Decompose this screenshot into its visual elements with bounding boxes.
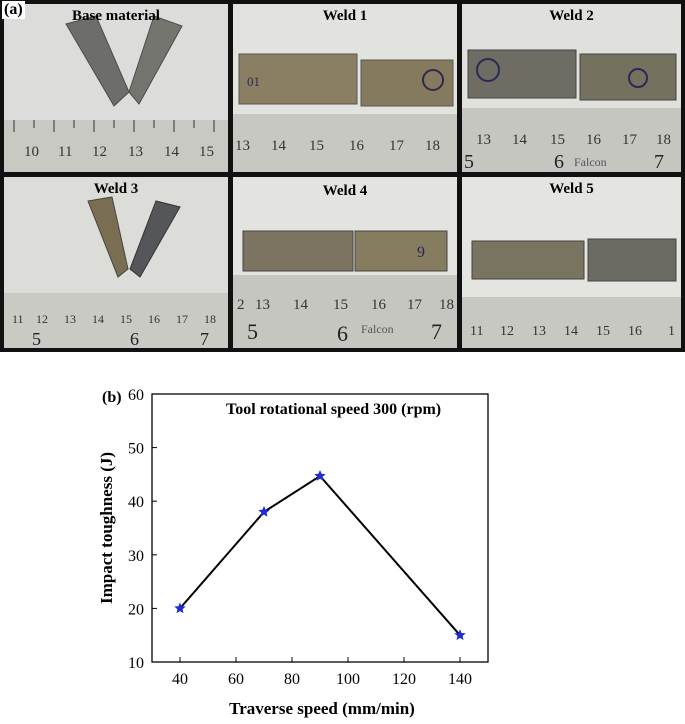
photo-title: Weld 4	[322, 183, 368, 199]
ruler-number: 12	[36, 312, 48, 326]
impact-toughness-chart: (b) 40 60 80 100 120 140 10 20 30 40 50 60 Tool rot…	[97, 387, 489, 718]
ruler-number: 16	[628, 324, 642, 339]
ruler-number: 7	[200, 329, 209, 348]
ruler-number: 7	[654, 151, 664, 172]
x-tick-label: 100	[336, 671, 360, 688]
y-tick-label: 30	[128, 548, 144, 565]
x-tick-label: 60	[228, 671, 244, 688]
ruler-number: 1	[668, 324, 675, 339]
panel-a-label: (a)	[2, 1, 25, 19]
ruler-number: 10	[24, 144, 39, 160]
photo-weld-2: 13 14 15 16 17 18 5 6 7 Falcon Weld 2	[462, 4, 681, 172]
chart-title: Tool rotational speed 300 (rpm)	[226, 401, 441, 418]
specimen-image: 01 13 14 15 16 17 18	[233, 4, 457, 172]
y-tick-label: 20	[128, 601, 144, 618]
ruler-number: 14	[512, 132, 528, 148]
ruler-number: 6	[337, 321, 348, 346]
ruler-number: 14	[271, 138, 287, 154]
ruler-number: 14	[92, 312, 104, 326]
photo-title: Weld 1	[322, 8, 368, 24]
ruler-number: 17	[176, 312, 188, 326]
ruler-number: 12	[92, 144, 107, 160]
specimen-image: 10 11 12 13 14 15	[4, 4, 228, 172]
specimen-mark: 9	[417, 244, 425, 261]
specimen-mark: 01	[247, 74, 260, 89]
ruler-number: 13	[532, 324, 546, 339]
ruler-number: 5	[32, 329, 41, 348]
photo-title: Weld 5	[549, 181, 594, 197]
specimen-image: 13 14 15 16 17 18 5 6 7 Falcon	[462, 4, 681, 172]
y-axis-label: Impact toughness (J)	[97, 452, 116, 604]
x-tick-label: 40	[172, 671, 188, 688]
ruler-number: 15	[199, 144, 214, 160]
ruler-number: 15	[550, 132, 565, 148]
ruler-number: 16	[371, 297, 387, 313]
x-tick-label: 80	[284, 671, 300, 688]
ruler-number: 16	[586, 132, 602, 148]
ruler-brand: Falcon	[361, 322, 394, 336]
x-tick-label: 140	[448, 671, 472, 688]
ruler-number: 5	[464, 151, 474, 172]
ruler-number: 11	[58, 144, 72, 160]
plot-frame	[151, 393, 489, 663]
photo-weld-5: 11 12 13 14 15 16 1 Weld 5	[462, 177, 681, 348]
ruler-number: 13	[255, 297, 270, 313]
photo-weld-1: 01 13 14 15 16 17 18 Weld 1	[233, 4, 457, 172]
photo-title: Base material	[72, 8, 160, 24]
ruler-number: 17	[407, 297, 423, 313]
ruler-number: 15	[309, 138, 324, 154]
ruler-number: 6	[554, 151, 564, 172]
ruler-number: 16	[349, 138, 365, 154]
data-point-star	[258, 505, 270, 517]
data-point-star	[174, 602, 186, 614]
ruler-number: 5	[247, 319, 258, 344]
series-line	[179, 474, 461, 636]
ruler-number: 14	[564, 324, 578, 339]
photo-weld-3: 11 12 13 14 15 16 17 18 5 6 7 Weld 3	[4, 177, 228, 348]
photo-base-material: 10 11 12 13 14 15 Base material	[4, 4, 228, 172]
ruler-number: 7	[431, 319, 442, 344]
data-point-star	[454, 629, 466, 641]
ruler-number: 13	[235, 138, 250, 154]
ruler-number: 14	[164, 144, 180, 160]
ruler-number: 13	[476, 132, 491, 148]
ruler-number: 15	[120, 312, 132, 326]
ruler-number: 2	[237, 297, 245, 313]
ruler-number: 13	[64, 312, 76, 326]
ruler-number: 17	[622, 132, 638, 148]
ruler-number: 18	[425, 138, 440, 154]
panel-a-photo-grid: 10 11 12 13 14 15 Base material 01 13 14…	[0, 0, 685, 352]
ruler-number: 12	[500, 324, 514, 339]
ruler-number: 6	[130, 329, 139, 348]
data-point-star	[314, 470, 326, 481]
photo-title: Weld 3	[93, 181, 139, 197]
x-axis-label: Traverse speed (mm/min)	[229, 699, 415, 718]
photo-weld-4: 9 2 13 14 15 16 17 18 5 6 7 Falcon Weld …	[233, 177, 457, 348]
ruler-number: 13	[128, 144, 143, 160]
y-tick-label: 60	[128, 387, 144, 404]
ruler-brand: Falcon	[574, 155, 607, 169]
ruler-number: 16	[148, 312, 160, 326]
x-tick-label: 120	[392, 671, 416, 688]
ruler-number: 14	[293, 297, 309, 313]
y-tick-label: 50	[128, 441, 144, 458]
ruler-number: 11	[470, 324, 483, 339]
ruler-number: 18	[656, 132, 671, 148]
ruler-number: 18	[204, 312, 216, 326]
photo-title: Weld 2	[549, 8, 594, 24]
y-tick-label: 10	[128, 655, 144, 672]
specimen-image: 9 2 13 14 15 16 17 18 5 6 7 Falcon	[233, 177, 457, 348]
ruler-number: 18	[439, 297, 454, 313]
panel-b-label: (b)	[102, 389, 122, 406]
ruler-number: 15	[333, 297, 348, 313]
specimen-image: 11 12 13 14 15 16 1	[462, 177, 681, 348]
y-tick-label: 40	[128, 494, 144, 511]
panel-b-chart: (b) 40 60 80 100 120 140 10 20 30 40 50 60 Tool rot…	[0, 352, 685, 719]
ruler-number: 11	[12, 312, 24, 326]
ruler-number: 15	[596, 324, 610, 339]
specimen-image: 11 12 13 14 15 16 17 18 5 6 7	[4, 177, 228, 348]
ruler-number: 17	[389, 138, 405, 154]
